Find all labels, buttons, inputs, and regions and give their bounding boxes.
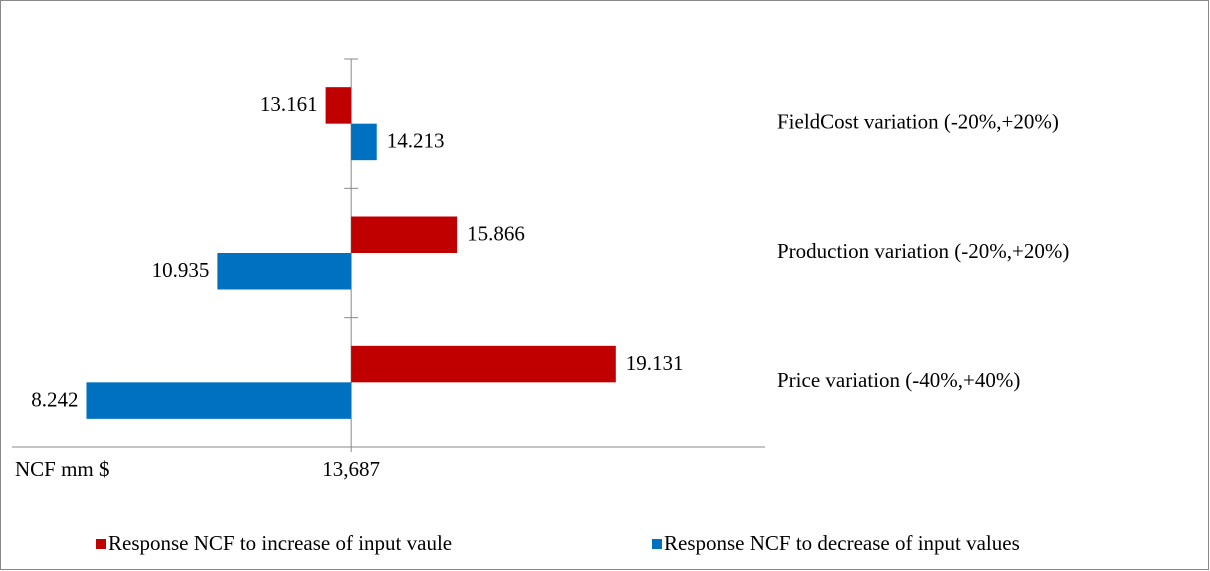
data-label: 19.131 (626, 351, 684, 375)
data-label: 15.866 (467, 222, 525, 246)
data-label: 10.935 (152, 258, 210, 282)
bar (217, 253, 352, 290)
bar (86, 382, 352, 419)
category-label: Price variation (-40%,+40%) (777, 368, 1020, 392)
legend-swatch (96, 539, 106, 549)
category-label: Production variation (-20%,+20%) (777, 239, 1069, 263)
bar (351, 345, 616, 383)
data-label: 8.242 (31, 387, 78, 411)
x-axis-label: NCF mm $ (15, 457, 110, 481)
legend-swatch (652, 539, 662, 549)
legend-label: Response NCF to decrease of input values (664, 531, 1020, 555)
x-tick-label: 13,687 (322, 457, 380, 481)
data-label: 14.213 (387, 129, 445, 153)
legend-label: Response NCF to increase of input vaule (108, 531, 452, 555)
bar (351, 123, 377, 161)
bar (351, 216, 458, 253)
bar (325, 87, 352, 124)
data-label: 13.161 (260, 92, 318, 116)
category-label: FieldCost variation (-20%,+20%) (777, 109, 1059, 133)
